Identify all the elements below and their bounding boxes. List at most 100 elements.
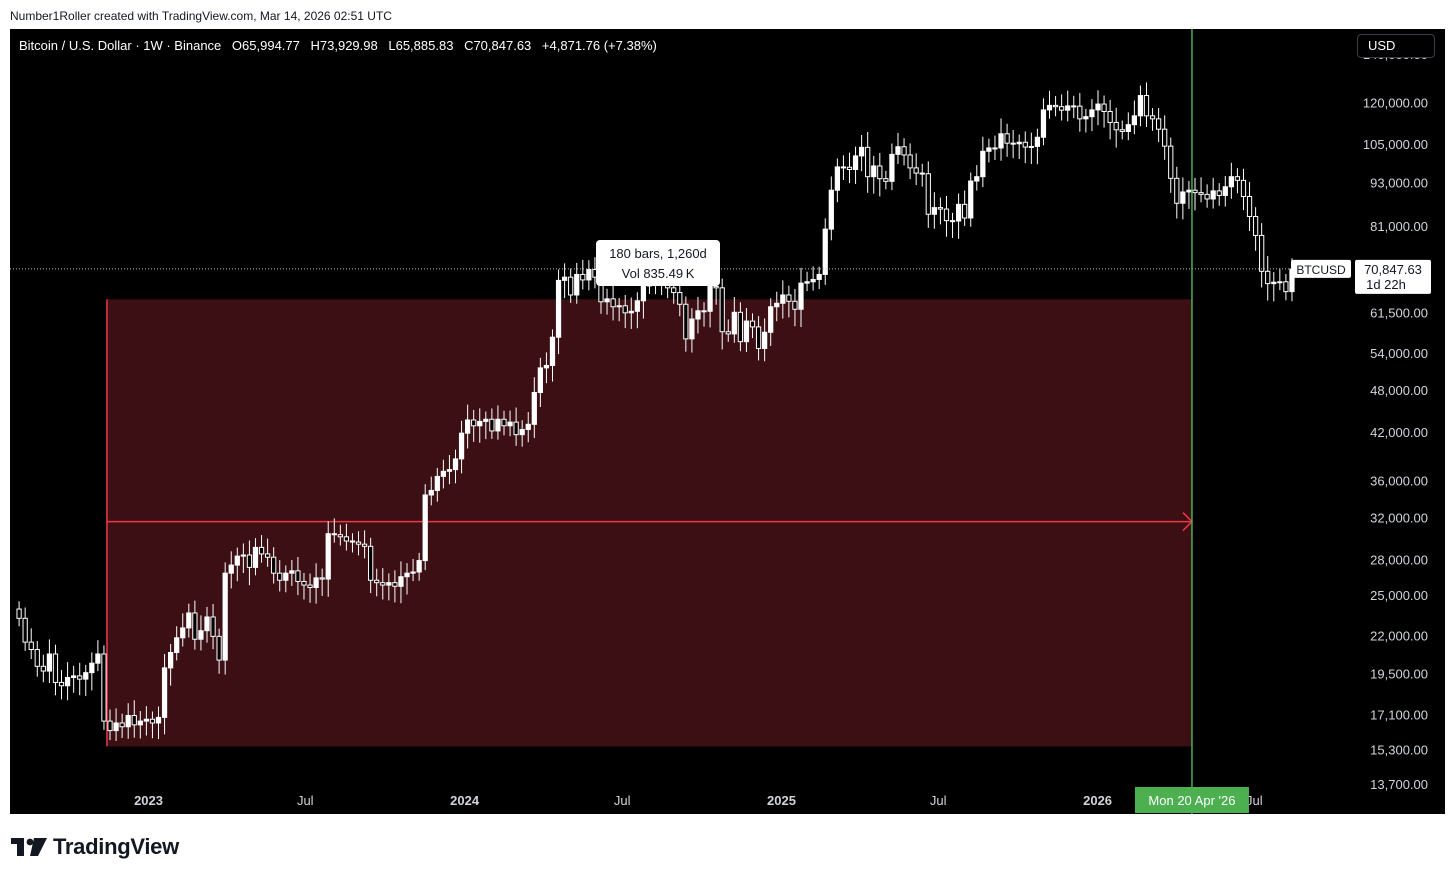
candle-body-up: [440, 470, 447, 477]
candle: [986, 138, 992, 163]
attribution-text: Number1Roller created with TradingView.c…: [10, 9, 392, 23]
candle-body-down: [501, 418, 507, 427]
low-value: L65,885.83: [388, 38, 454, 53]
candle-body-down: [471, 419, 477, 427]
candle: [561, 263, 568, 299]
candle: [786, 285, 792, 318]
candle: [610, 285, 616, 321]
symbol-title[interactable]: Bitcoin / U.S. Dollar · 1W · Binance: [19, 38, 222, 53]
candle-body-up: [313, 577, 319, 589]
candle: [1222, 175, 1228, 207]
candle: [1283, 274, 1289, 301]
candle-body-up: [283, 572, 289, 581]
candle-body-up: [628, 310, 634, 314]
candle: [1155, 108, 1162, 143]
candle-body-down: [1168, 145, 1174, 179]
candle-body-down: [131, 715, 137, 726]
candle: [440, 459, 447, 489]
candle: [228, 551, 234, 589]
y-axis-tick-label: 93,000.00: [1370, 175, 1428, 190]
y-axis-tick-label: 17,100.00: [1370, 708, 1428, 723]
candle: [46, 639, 53, 684]
price-tag-value: 70,847.63: [1364, 262, 1422, 277]
tradingview-logo[interactable]: TradingView: [11, 834, 179, 860]
crosshair-date-badge: Mon 20 Apr '26: [1134, 787, 1249, 813]
candle-body-up: [974, 176, 980, 182]
candle: [1204, 184, 1210, 208]
candle-body-down: [1246, 195, 1253, 217]
candle-body-down: [1149, 115, 1156, 120]
candle-body-up: [416, 560, 422, 573]
candle: [392, 570, 398, 603]
y-axis-tick-label: 13,700.00: [1370, 777, 1428, 792]
candle: [525, 411, 531, 443]
candle: [768, 298, 774, 346]
candle-body-up: [452, 458, 459, 471]
candle: [83, 664, 89, 697]
price-tag-box: [1355, 259, 1431, 294]
candle: [725, 319, 731, 342]
candle: [192, 600, 198, 650]
candle: [701, 302, 707, 327]
candle-body-up: [743, 320, 750, 343]
candle-body-up: [228, 564, 234, 574]
candle: [1271, 272, 1277, 302]
candle-body-up: [537, 367, 543, 394]
candle: [780, 280, 786, 319]
candle-body-down: [355, 541, 362, 545]
candle: [125, 703, 131, 739]
candle-body-up: [143, 718, 150, 722]
currency-button[interactable]: USD: [1357, 34, 1435, 58]
candle-body-down: [1143, 95, 1150, 117]
symbol-ohlc-legend: Bitcoin / U.S. Dollar · 1W · Binance O65…: [19, 38, 664, 53]
candle: [222, 562, 228, 675]
candle-body-down: [1004, 133, 1010, 144]
candle: [1034, 128, 1041, 165]
candle-body-up: [458, 432, 465, 460]
candle: [277, 560, 283, 592]
candle-body-down: [361, 543, 368, 547]
candle: [568, 268, 574, 303]
candle: [483, 411, 489, 440]
candle-body-up: [161, 667, 168, 718]
candle: [1071, 95, 1077, 119]
candle-body-down: [337, 534, 343, 538]
candle: [943, 195, 950, 237]
candle: [762, 318, 768, 362]
candle: [1022, 131, 1028, 164]
candle: [416, 552, 422, 581]
candle-body-down: [713, 285, 719, 289]
candle-body-up: [1277, 281, 1283, 284]
candle-body-down: [210, 616, 216, 637]
candle: [852, 146, 859, 184]
candle: [549, 329, 556, 382]
candle-body-up: [1125, 124, 1131, 132]
candle-body-down: [1071, 105, 1077, 108]
candle: [955, 193, 962, 239]
candle-body-down: [1059, 106, 1065, 111]
candle-body-down: [149, 718, 156, 724]
candle-body-up: [1271, 281, 1277, 285]
candle: [1089, 99, 1095, 132]
candle-body-up: [992, 147, 998, 150]
y-axis-tick-label: 48,000.00: [1370, 383, 1428, 398]
candle: [804, 271, 810, 292]
candle-body-down: [1204, 193, 1210, 200]
candle-body-down: [701, 310, 707, 313]
candle: [816, 266, 822, 290]
candle-body-down: [52, 653, 59, 683]
candle-body-up: [707, 285, 713, 312]
candle-body-up: [155, 716, 162, 724]
candle: [446, 455, 453, 485]
candle-body-up: [137, 720, 143, 726]
candle: [355, 531, 362, 556]
candle-body-down: [1198, 192, 1204, 195]
candle: [774, 291, 780, 322]
candle-body-up: [1016, 141, 1022, 145]
candle: [180, 613, 186, 647]
x-axis-tick-label: Jul: [297, 793, 314, 808]
candle: [216, 628, 222, 674]
x-axis-tick-label: Jul: [1246, 793, 1263, 808]
